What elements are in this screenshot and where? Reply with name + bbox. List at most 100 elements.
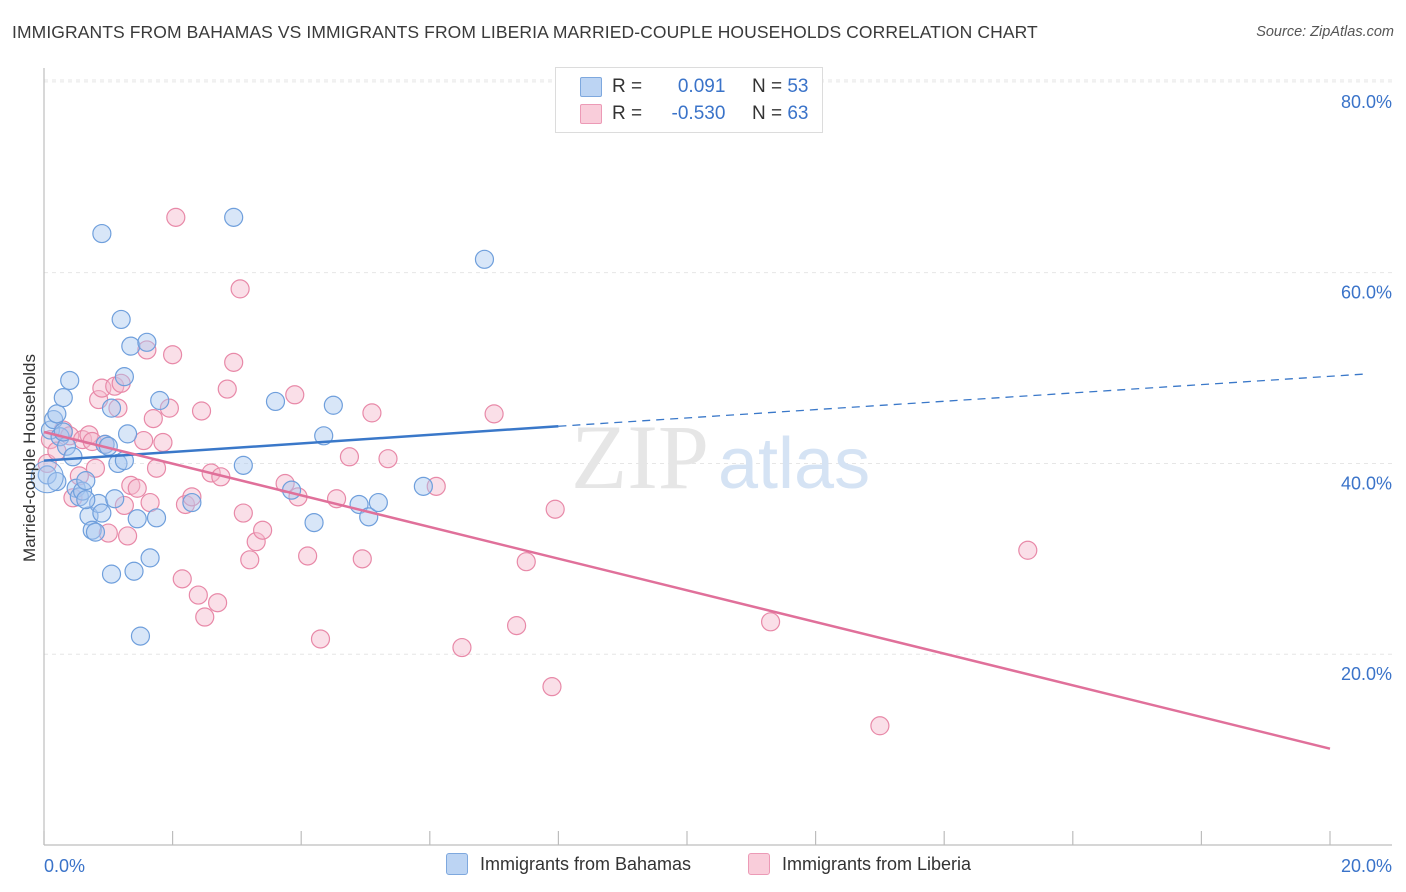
- liberia-point: [159, 398, 179, 418]
- legend-r-value-liberia: -0.530: [671, 103, 726, 124]
- liberia-point: [507, 616, 527, 636]
- liberia-point: [208, 593, 228, 613]
- bahamas-point: [47, 471, 67, 492]
- liberia-point: [117, 526, 138, 546]
- bahamas-point: [140, 548, 160, 568]
- bahamas-point: [150, 390, 170, 411]
- bahamas-point: [82, 520, 102, 540]
- liberia-point: [143, 409, 163, 429]
- liberia-point: [172, 569, 192, 589]
- legend-r-label: R =: [612, 103, 643, 124]
- bahamas-point: [111, 309, 131, 330]
- liberia-point: [217, 379, 237, 399]
- bahamas-trend-extension: [558, 373, 1369, 427]
- bahamas-point: [323, 395, 343, 415]
- liberia-point: [127, 478, 147, 498]
- bahamas-point: [114, 367, 134, 387]
- liberia-point: [253, 520, 273, 540]
- axis-labels: 20.0% 40.0% 60.0% 80.0% 0.0% 20.0% Married-cou…: [20, 92, 1392, 876]
- liberia-point: [310, 629, 331, 649]
- liberia-point: [352, 549, 372, 569]
- bahamas-point: [53, 388, 73, 408]
- bottom-legend-swatch-liberia: [748, 853, 770, 875]
- legend-n-label: N =: [751, 76, 783, 97]
- source-label: Source: ZipAtlas.com: [1256, 24, 1394, 40]
- liberia-point: [298, 546, 318, 566]
- legend-n-value-bahamas: 53: [787, 76, 809, 97]
- liberia-point: [760, 612, 781, 632]
- legend-n-label: N =: [751, 103, 783, 124]
- stats-legend: R = 0.091 N = 53 R = -0.530 N = 63: [555, 67, 823, 133]
- bahamas-point: [92, 503, 112, 523]
- liberia-trend-line: [43, 430, 1331, 750]
- bottom-legend-liberia: Immigrants from Liberia: [748, 851, 971, 877]
- liberia-point: [230, 279, 250, 299]
- y-axis-label: Married-couple Households: [20, 354, 39, 562]
- liberia-point: [153, 432, 173, 453]
- bahamas-point: [37, 465, 57, 485]
- bottom-legend-label-bahamas: Immigrants from Bahamas: [480, 853, 692, 874]
- bahamas-point: [127, 509, 147, 529]
- liberia-point: [134, 430, 154, 451]
- axes: [43, 68, 1392, 846]
- bahamas-point: [368, 492, 388, 513]
- liberia-point: [362, 403, 382, 423]
- data-points: [30, 207, 1038, 736]
- legend-swatch-bahamas: [580, 77, 602, 97]
- liberia-point: [285, 385, 305, 405]
- liberia-point: [542, 677, 562, 697]
- legend-swatch-liberia: [580, 104, 602, 124]
- legend-r-value-bahamas: 0.091: [677, 76, 726, 97]
- bahamas-point: [304, 512, 324, 533]
- liberia-point: [108, 398, 128, 418]
- bahamas-point: [413, 476, 433, 496]
- bottom-legend-bahamas: Immigrants from Bahamas: [446, 851, 691, 877]
- watermark-zip: ZIP: [571, 406, 709, 508]
- bahamas-point: [224, 207, 244, 227]
- bahamas-point: [47, 404, 67, 424]
- watermark: ZIP atlas: [571, 406, 870, 508]
- legend-r-label: R =: [612, 76, 643, 97]
- bottom-legend-swatch-bahamas: [446, 853, 468, 875]
- bahamas-point: [130, 626, 151, 646]
- liberia-point: [516, 552, 536, 572]
- bahamas-trend-line: [43, 425, 559, 462]
- bahamas-point: [474, 249, 495, 269]
- bahamas-point: [121, 336, 141, 356]
- bahamas-point: [105, 489, 125, 509]
- liberia-point: [188, 585, 208, 605]
- liberia-point: [246, 532, 266, 552]
- y-tick-label: 60.0%: [1341, 283, 1392, 303]
- bahamas-point: [76, 490, 96, 510]
- bahamas-point: [137, 332, 157, 352]
- bahamas-point: [182, 492, 202, 513]
- bahamas-point: [146, 508, 167, 528]
- liberia-point: [545, 499, 565, 519]
- liberia-point: [240, 550, 260, 570]
- bottom-legend-label-liberia: Immigrants from Liberia: [782, 853, 972, 874]
- x-tick-label-min: 0.0%: [44, 856, 85, 876]
- liberia-point: [163, 345, 183, 365]
- liberia-point: [378, 449, 398, 469]
- y-tick-label: 80.0%: [1341, 92, 1392, 112]
- liberia-point: [114, 495, 134, 516]
- liberia-point: [182, 487, 202, 507]
- x-tick-label-max: 20.0%: [1341, 856, 1392, 876]
- bahamas-point: [314, 426, 334, 446]
- bahamas-point: [101, 398, 122, 418]
- liberia-point: [233, 503, 253, 523]
- liberia-point: [195, 607, 215, 627]
- bahamas-point: [85, 522, 106, 542]
- legend-n-value-liberia: 63: [787, 103, 809, 124]
- bahamas-point: [76, 471, 96, 491]
- liberia-point: [339, 447, 360, 467]
- bahamas-point: [60, 370, 80, 391]
- liberia-point: [191, 401, 212, 421]
- liberia-point: [870, 716, 890, 736]
- chart-title: IMMIGRANTS FROM BAHAMAS VS IMMIGRANTS FR…: [12, 22, 1038, 42]
- liberia-point: [224, 352, 244, 372]
- bahamas-point: [92, 223, 112, 244]
- liberia-point: [484, 404, 504, 424]
- trend-lines: [43, 373, 1369, 750]
